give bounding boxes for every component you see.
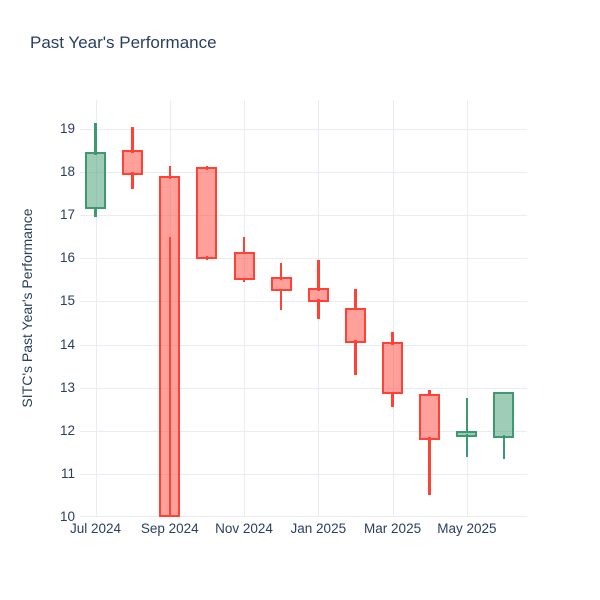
candle-wick-upper: [94, 122, 97, 155]
y-axis-tick-label: 11: [60, 465, 75, 481]
candle-wick-lower: [465, 434, 469, 457]
candle-body: [307, 288, 329, 302]
gridline-horizontal: [80, 430, 527, 432]
candle-body: [270, 277, 292, 291]
candle-wick-upper: [391, 331, 394, 345]
x-axis-tick-label: Jul 2024: [69, 521, 122, 536]
gridline-horizontal: [80, 344, 527, 346]
x-axis-tick-label: May 2025: [437, 521, 497, 536]
gridline-horizontal: [80, 258, 527, 260]
gridline-horizontal: [80, 172, 527, 174]
gridline-vertical: [392, 100, 394, 517]
candle-wick-lower: [354, 340, 357, 375]
gridline-vertical: [466, 100, 468, 517]
plot-area[interactable]: [80, 100, 527, 517]
gridline-horizontal: [80, 473, 527, 475]
chart-title: Past Year's Performance: [30, 33, 217, 52]
candle-wick-lower: [94, 206, 97, 218]
y-axis-tick-label: 12: [59, 422, 75, 438]
y-axis-tick-label: 19: [59, 121, 75, 136]
candle-wick-upper: [131, 126, 134, 153]
x-axis-tick-label: Nov 2024: [215, 521, 273, 536]
candle-wick-upper: [168, 165, 172, 179]
gridline-horizontal: [80, 129, 527, 130]
candle-body: [493, 391, 515, 438]
candle-body: [419, 393, 441, 440]
candle-wick-upper: [354, 288, 357, 311]
gridline-vertical: [95, 100, 97, 517]
candle-body: [233, 251, 255, 281]
candle-wick-upper: [317, 260, 320, 291]
gridline-horizontal: [80, 516, 527, 517]
candle-wick-upper: [428, 389, 431, 397]
candle-wick-lower: [502, 435, 506, 459]
candle-body: [196, 167, 218, 259]
y-axis-tick-label: 17: [59, 207, 75, 223]
candle-wick-lower: [131, 172, 134, 190]
candle-body: [382, 342, 404, 395]
candle-body: [344, 307, 366, 343]
gridline-horizontal: [80, 301, 527, 303]
y-axis-tick-label: 14: [59, 336, 75, 352]
candle-body: [159, 176, 181, 517]
candle-body: [456, 430, 478, 437]
y-axis-tick-label: 13: [59, 379, 75, 395]
x-axis-tick-label: Mar 2025: [364, 521, 422, 536]
x-axis-tick-label: Jan 2025: [290, 521, 347, 536]
x-axis-tick-label: Sep 2024: [140, 521, 199, 536]
candle-wick-lower: [279, 288, 283, 311]
candle-wick-lower: [428, 437, 431, 496]
candle-body: [85, 152, 106, 210]
y-axis-tick-label: 16: [59, 250, 75, 266]
y-axis-tick-label: 10: [59, 509, 75, 524]
gridline-horizontal: [80, 387, 527, 389]
candle-wick-upper: [242, 236, 246, 254]
y-axis-tick-label: 15: [59, 293, 75, 309]
candle-wick-lower: [391, 391, 394, 408]
gridline-vertical: [244, 100, 246, 517]
candle-wick-lower: [317, 299, 320, 319]
y-axis-tick-label: 18: [59, 164, 75, 180]
candle-body: [122, 150, 144, 175]
candle-wick-upper: [465, 398, 469, 434]
gridline-horizontal: [80, 215, 527, 217]
candle-wick-upper: [279, 262, 283, 280]
